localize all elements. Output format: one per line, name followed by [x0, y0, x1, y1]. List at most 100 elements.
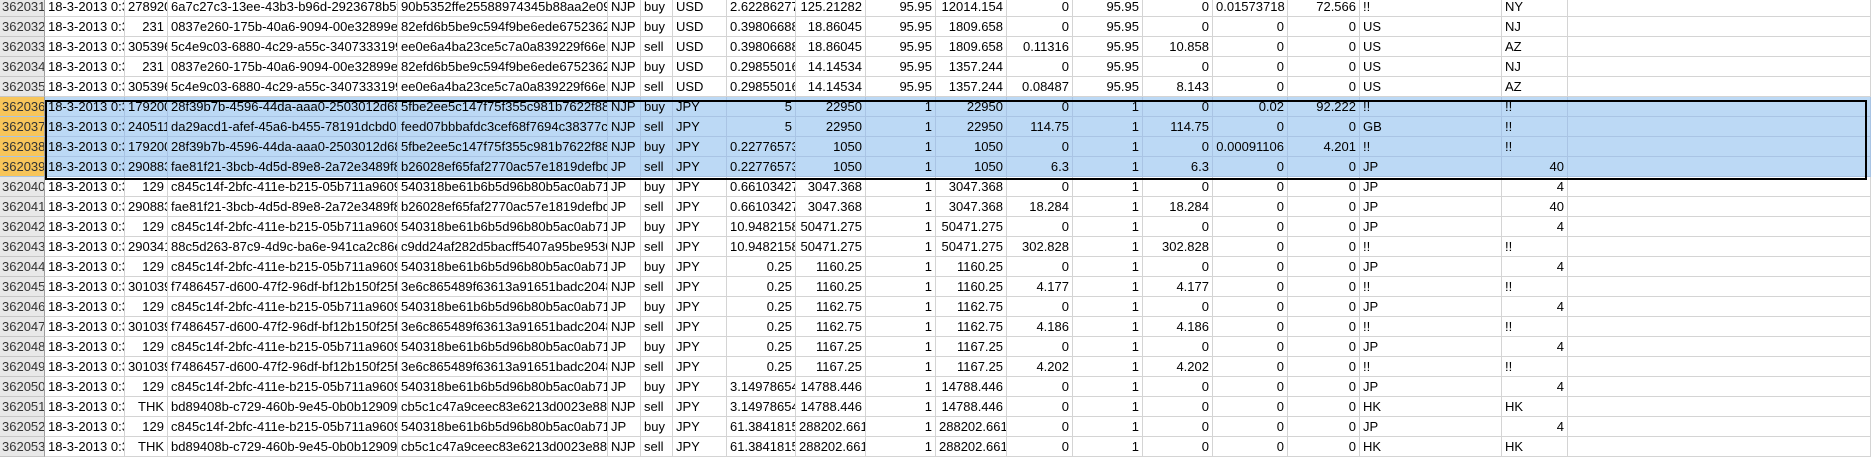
cell-amount[interactable]: 0.25	[727, 257, 796, 277]
cell-currency[interactable]: JPY	[673, 237, 727, 257]
cell-rate[interactable]: 1	[866, 297, 936, 317]
cell-price[interactable]: 3047.368	[796, 177, 866, 197]
cell-exchange[interactable]: JP	[608, 297, 641, 317]
cell-date[interactable]: 18-3-2013 0:36	[45, 37, 125, 57]
cell-fee-2[interactable]: 10.858	[1143, 37, 1213, 57]
cell-extra-2[interactable]: 0	[1288, 117, 1360, 137]
cell-order-hash[interactable]: ee0e6a4ba23ce5c7a0a839229f66e148	[398, 77, 608, 97]
cell-country[interactable]: !!	[1360, 317, 1502, 337]
cell-total[interactable]: 22950	[936, 117, 1007, 137]
cell-state[interactable]: !!	[1502, 237, 1568, 257]
cell-rate-2[interactable]: 1	[1073, 237, 1143, 257]
cell-extra-2[interactable]: 0	[1288, 217, 1360, 237]
cell-extra-1[interactable]: 0.01573718	[1213, 0, 1288, 17]
cell-country[interactable]: US	[1360, 37, 1502, 57]
cell-side[interactable]: buy	[641, 417, 673, 437]
cell-currency[interactable]: JPY	[673, 337, 727, 357]
cell-exchange[interactable]: JP	[608, 377, 641, 397]
cell-fee-2[interactable]: 0	[1143, 17, 1213, 37]
cell-rate-2[interactable]: 1	[1073, 317, 1143, 337]
cell-total[interactable]: 12014.154	[936, 0, 1007, 17]
cell-price[interactable]: 50471.275	[796, 237, 866, 257]
cell-country[interactable]: JP	[1360, 337, 1502, 357]
cell-currency[interactable]: USD	[673, 77, 727, 97]
cell-price[interactable]: 14.14534	[796, 57, 866, 77]
cell-rate-2[interactable]: 1	[1073, 177, 1143, 197]
cell-extra-2[interactable]: 0	[1288, 17, 1360, 37]
cell-order-hash[interactable]: 90b5352ffe25588974345b88aa2e097e	[398, 0, 608, 17]
cell-fee[interactable]: 0	[1007, 377, 1073, 397]
cell-amount[interactable]: 0.66103427	[727, 177, 796, 197]
cell-state[interactable]: !!	[1502, 117, 1568, 137]
cell-amount[interactable]: 2.62286277	[727, 0, 796, 17]
cell-order-hash[interactable]: 3e6c865489f63613a91651badc204892	[398, 277, 608, 297]
cell-state[interactable]: !!	[1502, 137, 1568, 157]
cell-amount[interactable]: 0.22776573	[727, 157, 796, 177]
cell-price[interactable]: 1050	[796, 137, 866, 157]
cell-total[interactable]: 1167.25	[936, 357, 1007, 377]
cell-date[interactable]: 18-3-2013 0:38	[45, 177, 125, 197]
row-header[interactable]: 362048	[0, 337, 45, 357]
cell-order-hash[interactable]: 540318be61b6b5d96b80b5ac0ab71b07	[398, 177, 608, 197]
row-header[interactable]: 362049	[0, 357, 45, 377]
cell-empty[interactable]	[1568, 277, 1871, 297]
cell-rate-2[interactable]: 1	[1073, 97, 1143, 117]
cell-price[interactable]: 1162.75	[796, 317, 866, 337]
cell-price[interactable]: 1167.25	[796, 357, 866, 377]
cell-fee-2[interactable]: 0	[1143, 377, 1213, 397]
cell-side[interactable]: buy	[641, 297, 673, 317]
cell-extra-2[interactable]: 0	[1288, 357, 1360, 377]
cell-exchange[interactable]: NJP	[608, 277, 641, 297]
cell-side[interactable]: sell	[641, 437, 673, 457]
cell-empty[interactable]	[1568, 177, 1871, 197]
cell-price[interactable]: 125.21282	[796, 0, 866, 17]
cell-order-hash[interactable]: 540318be61b6b5d96b80b5ac0ab71b07	[398, 217, 608, 237]
cell-extra-2[interactable]: 0	[1288, 157, 1360, 177]
cell-trade-id[interactable]: 88c5d263-87c9-4d9c-ba6e-941ca2c86ee8	[168, 237, 398, 257]
cell-side[interactable]: buy	[641, 57, 673, 77]
cell-order-hash[interactable]: 82efd6b5be9c594f9be6ede6752362b6	[398, 17, 608, 37]
cell-amount[interactable]: 10.9482158	[727, 217, 796, 237]
cell-rate-2[interactable]: 1	[1073, 277, 1143, 297]
cell-country[interactable]: JP	[1360, 417, 1502, 437]
cell-trade-id[interactable]: c845c14f-2bfc-411e-b215-05b711a96090	[168, 177, 398, 197]
cell-amount[interactable]: 61.38418155	[727, 437, 796, 457]
cell-total[interactable]: 1160.25	[936, 277, 1007, 297]
cell-state[interactable]: 4	[1502, 377, 1568, 397]
cell-extra-1[interactable]: 0	[1213, 297, 1288, 317]
cell-total[interactable]: 1050	[936, 137, 1007, 157]
cell-extra-2[interactable]: 0	[1288, 257, 1360, 277]
cell-empty[interactable]	[1568, 397, 1871, 417]
cell-fee[interactable]: 114.75	[1007, 117, 1073, 137]
cell-trade-id[interactable]: f7486457-d600-47f2-96df-bf12b150f25f	[168, 277, 398, 297]
cell-currency[interactable]: JPY	[673, 137, 727, 157]
cell-order-hash[interactable]: c9dd24af282d5bacff5407a95be95300	[398, 237, 608, 257]
cell-fee[interactable]: 0	[1007, 97, 1073, 117]
cell-currency[interactable]: USD	[673, 37, 727, 57]
row-header[interactable]: 362033	[0, 37, 45, 57]
cell-trade-id[interactable]: 28f39b7b-4596-44da-aaa0-2503012d68df	[168, 137, 398, 157]
cell-country[interactable]: !!	[1360, 237, 1502, 257]
cell-rate[interactable]: 1	[866, 97, 936, 117]
cell-empty[interactable]	[1568, 237, 1871, 257]
cell-country[interactable]: JP	[1360, 377, 1502, 397]
row-header[interactable]: 362040	[0, 177, 45, 197]
cell-trade-id[interactable]: c845c14f-2bfc-411e-b215-05b711a96090	[168, 257, 398, 277]
cell-order-hash[interactable]: cb5c1c47a9ceec83e6213d0023e8885c	[398, 397, 608, 417]
cell-country[interactable]: !!	[1360, 137, 1502, 157]
cell-amount[interactable]: 0.66103427	[727, 197, 796, 217]
cell-fee-2[interactable]: 0	[1143, 97, 1213, 117]
cell-user[interactable]: 301039	[125, 317, 168, 337]
cell-total[interactable]: 1162.75	[936, 317, 1007, 337]
cell-rate[interactable]: 1	[866, 157, 936, 177]
cell-country[interactable]: !!	[1360, 0, 1502, 17]
cell-order-hash[interactable]: 540318be61b6b5d96b80b5ac0ab71b07	[398, 257, 608, 277]
